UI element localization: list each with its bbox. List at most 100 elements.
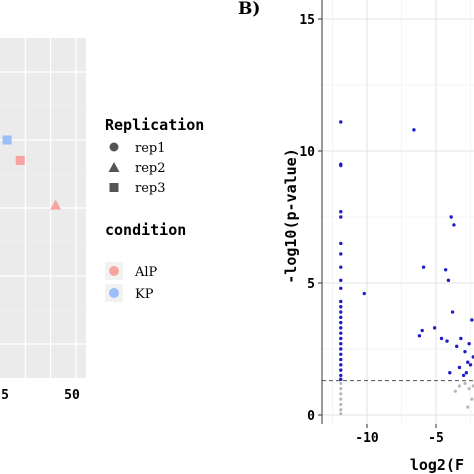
significant-point — [420, 328, 424, 333]
panel-b-y-tick-label: 10 — [299, 145, 315, 160]
panel-b-y-ticks: 0 5 10 15 — [299, 13, 322, 424]
panel-b-x-axis-label: log2(F — [410, 456, 464, 474]
significant-point — [339, 163, 343, 168]
legend-replication: Replication rep1 rep2 rep3 — [105, 116, 204, 196]
significant-point — [339, 299, 343, 304]
significant-point — [339, 315, 343, 320]
significant-point — [339, 210, 343, 214]
significant-point — [339, 347, 343, 351]
significant-point — [339, 326, 343, 330]
significant-point — [455, 344, 459, 349]
panel-b-y-tick-label: 15 — [299, 13, 315, 28]
significant-point — [463, 349, 467, 354]
nonsignificant-point — [339, 408, 343, 412]
panel-a-points — [2, 135, 62, 210]
panel-b-x-tick-label: -5 — [428, 431, 444, 446]
panel-a: 5 50 Replication rep1 rep2 rep3 conditio… — [0, 38, 204, 403]
significant-point — [339, 120, 343, 124]
significant-point — [339, 363, 343, 367]
panel-a-point — [2, 135, 12, 145]
nonsignificant-point — [470, 397, 474, 401]
significant-point — [339, 357, 343, 362]
legend-kp-dot-icon — [109, 288, 119, 298]
significant-point — [468, 363, 473, 367]
nonsignificant-point — [471, 384, 474, 388]
legend-condition: condition AlP KP — [105, 221, 186, 302]
significant-point — [466, 360, 470, 364]
significant-point — [464, 371, 469, 375]
significant-point — [432, 326, 437, 330]
significant-point — [339, 305, 343, 309]
panel-a-point — [50, 199, 62, 210]
significant-point — [339, 241, 343, 246]
significant-point — [339, 265, 343, 269]
significant-point — [450, 310, 455, 314]
legend-title: Replication — [105, 116, 204, 134]
significant-point — [339, 331, 343, 335]
legend-triangle-icon — [108, 162, 120, 172]
nonsignificant-point — [339, 387, 343, 391]
significant-point — [412, 128, 416, 132]
significant-point — [339, 278, 343, 283]
significant-point — [362, 291, 366, 296]
nonsignificant-point — [453, 389, 457, 393]
significant-point — [448, 371, 452, 375]
significant-point — [421, 265, 426, 269]
panel-b-x-tick-label: -10 — [355, 431, 379, 446]
panel-b-plot-background — [322, 0, 474, 424]
legend-alp-dot-icon — [109, 266, 119, 276]
nonsignificant-point — [466, 405, 470, 409]
panel-a-point — [15, 155, 25, 165]
nonsignificant-point — [339, 402, 343, 407]
significant-point — [339, 377, 343, 382]
legend-title: condition — [105, 221, 186, 239]
significant-point — [457, 365, 462, 370]
significant-point — [467, 342, 471, 346]
nonsignificant-point — [339, 381, 343, 385]
panel-b-label: B) — [238, 0, 260, 19]
significant-point — [339, 310, 343, 314]
significant-point — [339, 215, 343, 219]
significant-point — [339, 320, 343, 325]
significant-point — [459, 336, 463, 341]
significant-point — [446, 278, 451, 283]
significant-point — [339, 336, 343, 341]
significant-point — [443, 268, 448, 272]
nonsignificant-point — [467, 387, 471, 391]
nonsignificant-point — [339, 397, 343, 401]
significant-point — [439, 336, 444, 341]
significant-points — [339, 120, 474, 382]
panel-b: B) 0 5 10 15 -10 -5 log2(F -log10(p-value) — [238, 0, 474, 474]
significant-point — [339, 368, 343, 372]
nonsignificant-points — [339, 381, 474, 416]
panel-b-y-axis-label: -log10(p-value) — [282, 148, 300, 283]
legend-entry-label: KP — [135, 287, 154, 302]
panel-b-y-tick-label: 5 — [307, 277, 315, 292]
legend-entry-label: rep2 — [135, 161, 166, 176]
panel-a-grid — [0, 38, 86, 378]
significant-point — [339, 373, 343, 378]
panel-b-grid — [322, 0, 474, 424]
significant-point — [452, 223, 456, 227]
significant-point — [449, 215, 453, 219]
legend-circle-icon — [109, 142, 119, 152]
nonsignificant-point — [457, 384, 462, 388]
panel-b-x-ticks: -10 -5 — [355, 424, 444, 446]
legend-entry-label: rep3 — [135, 181, 166, 196]
nonsignificant-point — [463, 381, 467, 385]
legend-entry-label: AlP — [134, 265, 158, 280]
significant-point — [339, 342, 343, 346]
legend-square-icon — [109, 183, 119, 192]
nonsignificant-point — [339, 392, 343, 396]
significant-point — [470, 318, 474, 322]
significant-point — [339, 286, 343, 290]
legend-entry-label: rep1 — [135, 141, 166, 156]
significant-point — [417, 334, 422, 338]
significant-point — [461, 373, 466, 378]
significant-point — [339, 252, 343, 256]
panel-a-x-tick-label: 5 — [1, 388, 9, 403]
significant-point — [471, 355, 474, 359]
panel-b-y-tick-label: 0 — [307, 409, 315, 424]
significant-point — [339, 352, 343, 356]
